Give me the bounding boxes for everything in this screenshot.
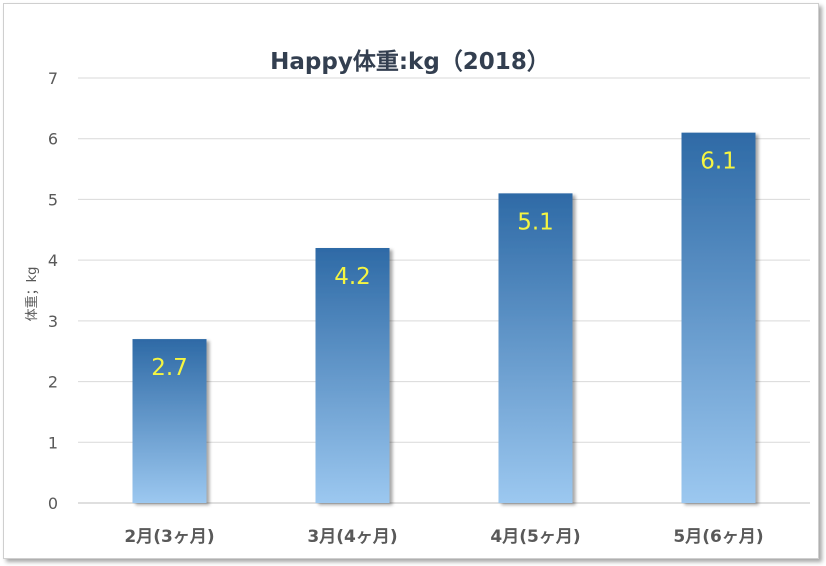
bars [132, 132, 756, 503]
y-tick-label: 4 [48, 251, 58, 270]
y-tick-label: 1 [48, 433, 58, 452]
y-tick-label: 7 [48, 69, 58, 88]
y-axis-ticks: 0 1 2 3 4 5 6 7 [48, 69, 58, 513]
bar [498, 193, 573, 503]
x-tick-label: 4月(5ヶ月) [490, 527, 580, 547]
y-axis-label: 体重；kg [24, 267, 40, 322]
bar [315, 248, 390, 503]
x-axis-ticks: 2月(3ヶ月) 3月(4ヶ月) 4月(5ヶ月) 5月(6ヶ月) [124, 527, 763, 547]
y-tick-label: 0 [48, 494, 58, 513]
data-label: 5.1 [517, 209, 554, 235]
chart-title: Happy体重:kg（2018） [270, 48, 550, 75]
data-label: 6.1 [700, 149, 737, 175]
x-tick-label: 2月(3ヶ月) [124, 527, 214, 547]
bar [681, 132, 756, 503]
data-label: 4.2 [334, 264, 371, 290]
bar [132, 339, 207, 503]
y-tick-label: 2 [48, 373, 58, 392]
data-label: 2.7 [151, 355, 188, 381]
y-tick-label: 3 [48, 312, 58, 331]
y-tick-label: 5 [48, 190, 58, 209]
x-tick-label: 5月(6ヶ月) [673, 527, 763, 547]
y-tick-label: 6 [48, 130, 58, 149]
x-tick-label: 3月(4ヶ月) [307, 527, 397, 547]
data-labels: 2.7 4.2 5.1 6.1 [151, 149, 737, 381]
bar-chart: Happy体重:kg（2018） 0 1 2 3 4 5 6 7 体重；kg 2.7 4.2 5.… [24, 48, 810, 547]
chart-frame: Happy体重:kg（2018） 0 1 2 3 4 5 6 7 体重；kg 2.7 4.2 5.… [3, 3, 819, 559]
